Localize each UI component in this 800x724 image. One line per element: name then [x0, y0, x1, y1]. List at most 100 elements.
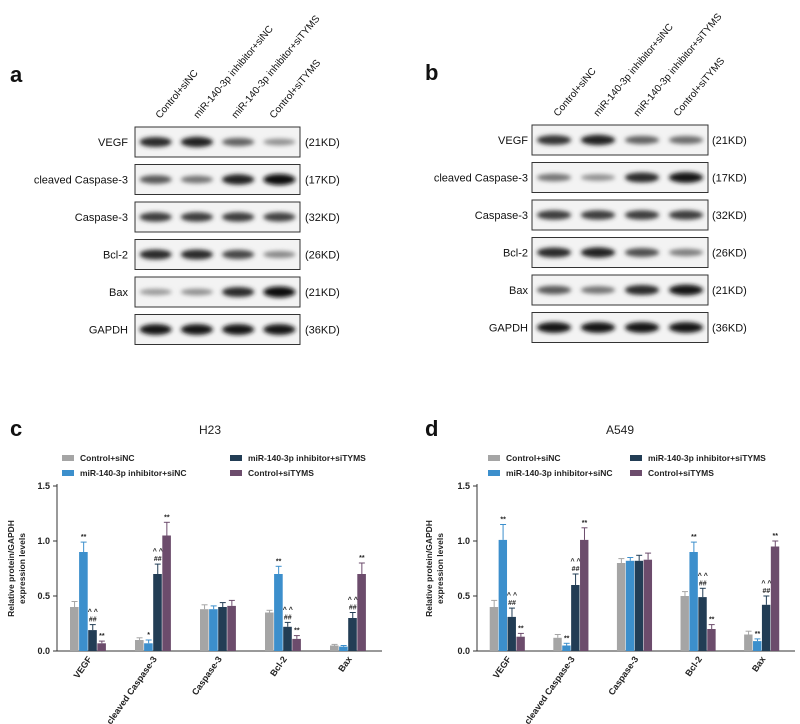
kd-label: (36KD) — [305, 325, 340, 337]
category-label: Caspase-3 — [190, 654, 224, 697]
bar — [744, 634, 753, 651]
bar — [88, 630, 97, 651]
legend-swatch — [488, 470, 500, 476]
bar — [680, 596, 689, 651]
significance-marker: ^ ^ — [698, 572, 708, 580]
blot-band — [668, 284, 704, 296]
bar — [153, 574, 162, 651]
blot-band — [668, 210, 704, 220]
blot-band — [668, 322, 704, 333]
protein-label: Bcl-2 — [503, 248, 528, 260]
significance-marker: ## — [284, 614, 292, 621]
blot-band — [222, 212, 255, 222]
blot-band — [536, 322, 572, 333]
legend-label: miR-140-3p inhibitor+siTYMS — [648, 453, 766, 463]
blot-band — [668, 172, 704, 183]
significance-marker: ^ ^ — [507, 592, 517, 600]
blot-band — [536, 135, 572, 145]
blot-band — [624, 284, 660, 296]
legend-swatch — [488, 455, 500, 461]
category-label: VEGF — [72, 654, 95, 680]
bar — [330, 645, 339, 651]
protein-label: VEGF — [98, 137, 128, 149]
blot-band — [139, 212, 172, 222]
y-tick-label: 0.5 — [457, 591, 470, 601]
blot-band — [263, 250, 296, 259]
significance-marker: ** — [755, 631, 761, 638]
panel-letter: c — [10, 416, 22, 441]
bar — [625, 560, 635, 651]
y-axis-label: expression levels — [435, 533, 445, 604]
lane-label: miR-140-3p inhibitor+siNC — [192, 24, 276, 121]
legend-label: miR-140-3p inhibitor+siNC — [80, 468, 187, 478]
bar — [135, 640, 144, 651]
significance-marker: ** — [164, 514, 170, 521]
bar — [643, 559, 653, 651]
panel-letter: d — [425, 416, 438, 441]
blot-band — [139, 288, 172, 296]
significance-marker: ** — [99, 633, 105, 640]
category-label: Bcl-2 — [268, 654, 289, 678]
blot-band — [180, 288, 213, 296]
bar — [227, 605, 236, 651]
kd-label: (17KD) — [305, 175, 340, 187]
blot-band — [624, 322, 660, 333]
blot-band — [624, 248, 660, 257]
protein-label: Caspase-3 — [475, 210, 528, 222]
kd-label: (32KD) — [712, 210, 747, 222]
blot-band — [580, 286, 616, 294]
kd-label: (21KD) — [305, 137, 340, 149]
significance-marker: ## — [762, 588, 770, 595]
protein-label: Bcl-2 — [103, 250, 128, 262]
bar — [265, 612, 274, 651]
blot-band — [263, 212, 296, 222]
bar — [489, 607, 499, 651]
legend-label: Control+siNC — [80, 453, 135, 463]
y-tick-label: 0.0 — [457, 646, 470, 656]
category-label: Bax — [750, 654, 768, 673]
y-axis-label: Relative protein/GAPDH — [424, 520, 434, 617]
blot-band — [222, 174, 255, 185]
blot-band — [536, 247, 572, 258]
bar-chart-panel-c: c H23 Control+siNC miR-140-3p inhibitor+siN… — [6, 416, 382, 724]
blot-band — [263, 286, 296, 298]
bar — [698, 597, 707, 651]
bar — [770, 546, 780, 651]
significance-marker: ## — [508, 600, 516, 607]
bar — [689, 552, 698, 651]
bar — [79, 552, 88, 651]
protein-label: Bax — [509, 285, 528, 297]
blot-band — [139, 249, 172, 260]
bar — [516, 636, 525, 651]
legend-swatch — [62, 455, 74, 461]
significance-marker: ^ ^ — [761, 580, 771, 588]
kd-label: (36KD) — [712, 323, 747, 335]
y-axis-label: expression levels — [17, 533, 27, 604]
bar — [339, 646, 348, 651]
y-tick-label: 0.5 — [37, 591, 50, 601]
significance-marker: ## — [349, 605, 357, 612]
significance-marker: ** — [500, 517, 506, 524]
blot-band — [668, 248, 704, 257]
legend-swatch — [630, 455, 642, 461]
blot-band — [580, 210, 616, 220]
protein-label: GAPDH — [89, 325, 128, 337]
significance-marker: ## — [699, 580, 707, 587]
kd-label: (32KD) — [305, 212, 340, 224]
blot-band — [180, 212, 213, 222]
blot-band — [536, 285, 572, 295]
significance-marker: ** — [294, 628, 300, 635]
significance-marker: ** — [564, 635, 570, 642]
chart-title: A549 — [606, 423, 634, 437]
significance-marker: ** — [276, 558, 282, 565]
y-tick-label: 0.0 — [37, 646, 50, 656]
significance-marker: ^ ^ — [348, 596, 358, 604]
bar — [357, 574, 366, 651]
significance-marker: ** — [691, 534, 697, 541]
bar — [209, 609, 218, 651]
category-label: Bax — [336, 654, 354, 673]
significance-marker: ** — [81, 534, 87, 541]
blot-band — [222, 137, 255, 147]
